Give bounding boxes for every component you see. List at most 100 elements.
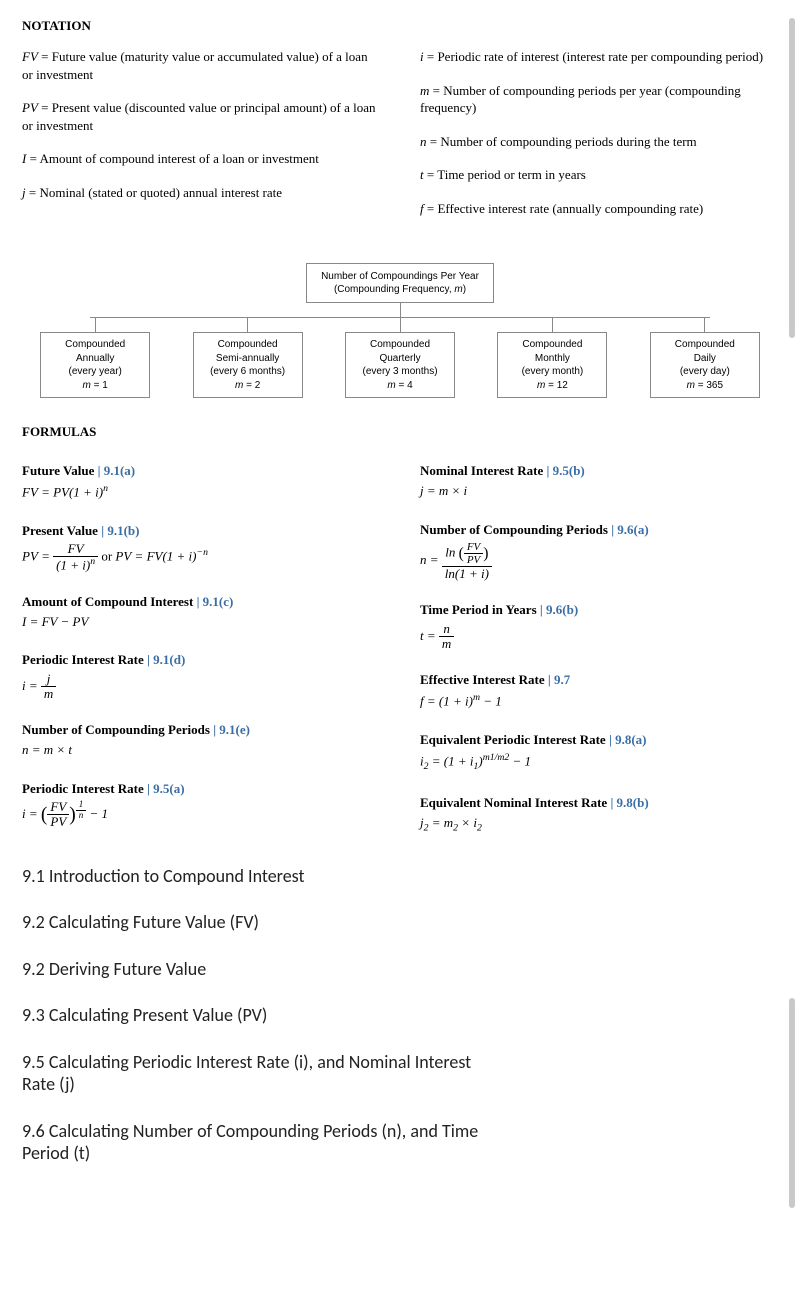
heading-formulas: FORMULAS — [22, 424, 778, 440]
chart-child: CompoundedAnnually(every year)m = 1 — [24, 318, 166, 398]
formula-ref: | 9.6(b) — [537, 602, 579, 617]
notation-desc: = Present value (discounted value or pri… — [22, 100, 376, 133]
formula-title: Amount of Compound Interest — [22, 594, 193, 609]
chart-child-box: CompoundedMonthly(every month)m = 12 — [497, 332, 607, 398]
notation-item: i = Periodic rate of interest (interest … — [420, 48, 778, 66]
notation-desc: = Periodic rate of interest (interest ra… — [424, 49, 763, 64]
formula-nominal-rate: Nominal Interest Rate | 9.5(b) j = m × i — [420, 462, 778, 500]
notation-item: PV = Present value (discounted value or … — [22, 99, 380, 134]
chart-child: CompoundedDaily(every day)m = 365 — [634, 318, 776, 398]
formula-ref: | 9.1(d) — [144, 652, 186, 667]
formula-title: Periodic Interest Rate — [22, 652, 144, 667]
heading-notation: NOTATION — [22, 18, 778, 34]
formula-compound-interest: Amount of Compound Interest | 9.1(c) I =… — [22, 593, 380, 631]
notation-item: n = Number of compounding periods during… — [420, 133, 778, 151]
formula-present-value: Present Value | 9.1(b) PV = FV(1 + i)n o… — [22, 522, 380, 573]
notation-right-col: i = Periodic rate of interest (interest … — [420, 48, 778, 233]
chart-child: CompoundedSemi-annually(every 6 months)m… — [176, 318, 318, 398]
chart-child: CompoundedQuarterly(every 3 months)m = 4 — [329, 318, 471, 398]
notation-desc: = Number of compounding periods per year… — [420, 83, 741, 116]
formulas-left-col: Future Value | 9.1(a) FV = PV(1 + i)n Pr… — [22, 462, 380, 855]
compounding-frequency-chart: Number of Compoundings Per Year (Compoun… — [22, 263, 778, 398]
formula-ref: | 9.1(e) — [210, 722, 250, 737]
notation-desc: = Number of compounding periods during t… — [427, 134, 697, 149]
notation-item: FV = Future value (maturity value or acc… — [22, 48, 380, 83]
formula-title: Effective Interest Rate — [420, 672, 545, 687]
chart-child-box: CompoundedQuarterly(every 3 months)m = 4 — [345, 332, 455, 398]
notation-symbol: PV — [22, 100, 38, 115]
chart-child: CompoundedMonthly(every month)m = 12 — [481, 318, 623, 398]
formula-ref: | 9.1(b) — [98, 523, 140, 538]
formulas-columns: Future Value | 9.1(a) FV = PV(1 + i)n Pr… — [22, 462, 778, 855]
formula-time-period: Time Period in Years | 9.6(b) t = nm — [420, 601, 778, 651]
formula-body: j = m × i — [420, 482, 778, 500]
formula-ref: | 9.8(a) — [606, 732, 647, 747]
notation-columns: FV = Future value (maturity value or acc… — [22, 48, 778, 233]
section-link[interactable]: 9.2 Deriving Future Value — [22, 958, 482, 981]
formula-title: Equivalent Periodic Interest Rate — [420, 732, 606, 747]
formula-title: Present Value — [22, 523, 98, 538]
section-links: 9.1 Introduction to Compound Interest 9.2… — [22, 865, 482, 1165]
section-link[interactable]: 9.6 Calculating Number of Compounding Pe… — [22, 1120, 482, 1165]
formula-ref: | 9.5(a) — [144, 781, 185, 796]
formula-ref: | 9.1(a) — [94, 463, 135, 478]
notation-desc: = Amount of compound interest of a loan … — [26, 151, 319, 166]
formula-body: i = (FVPV)1n − 1 — [22, 800, 380, 830]
formula-num-periods-96a: Number of Compounding Periods | 9.6(a) n… — [420, 521, 778, 582]
chart-root-line2: (Compounding Frequency, m) — [321, 283, 479, 296]
formula-body: n = ln (FVPV)ln(1 + i) — [420, 541, 778, 581]
notation-item: j = Nominal (stated or quoted) annual in… — [22, 184, 380, 202]
notation-item: f = Effective interest rate (annually co… — [420, 200, 778, 218]
notation-desc: = Nominal (stated or quoted) annual inte… — [26, 185, 282, 200]
formula-ref: | 9.8(b) — [607, 795, 649, 810]
formula-title: Periodic Interest Rate — [22, 781, 144, 796]
formula-body: I = FV − PV — [22, 613, 380, 631]
formula-body: j2 = m2 × i2 — [420, 814, 778, 835]
section-link[interactable]: 9.1 Introduction to Compound Interest — [22, 865, 482, 888]
formula-title: Number of Compounding Periods — [420, 522, 608, 537]
formula-body: f = (1 + i)m − 1 — [420, 691, 778, 711]
formula-ref: | 9.1(c) — [193, 594, 233, 609]
notation-item: m = Number of compounding periods per ye… — [420, 82, 778, 117]
scrollbar[interactable] — [789, 18, 795, 1207]
formula-periodic-rate: Periodic Interest Rate | 9.1(d) i = jm — [22, 651, 380, 701]
chart-child-box: CompoundedDaily(every day)m = 365 — [650, 332, 760, 398]
scrollbar-thumb[interactable] — [789, 998, 795, 1208]
formula-body: FV = PV(1 + i)n — [22, 482, 380, 502]
formula-ref: | 9.7 — [545, 672, 571, 687]
section-link[interactable]: 9.3 Calculating Present Value (PV) — [22, 1004, 482, 1027]
notation-left-col: FV = Future value (maturity value or acc… — [22, 48, 380, 233]
formula-title: Future Value — [22, 463, 94, 478]
notation-item: t = Time period or term in years — [420, 166, 778, 184]
scrollbar-thumb[interactable] — [789, 18, 795, 338]
notation-item: I = Amount of compound interest of a loa… — [22, 150, 380, 168]
formula-title: Time Period in Years — [420, 602, 537, 617]
formula-effective-rate: Effective Interest Rate | 9.7 f = (1 + i… — [420, 671, 778, 711]
formula-equiv-periodic: Equivalent Periodic Interest Rate | 9.8(… — [420, 731, 778, 774]
chart-child-box: CompoundedAnnually(every year)m = 1 — [40, 332, 150, 398]
formula-body: i = jm — [22, 672, 380, 702]
notation-desc: = Effective interest rate (annually comp… — [424, 201, 704, 216]
formula-body: PV = FV(1 + i)n or PV = FV(1 + i)−n — [22, 542, 380, 573]
formula-body: n = m × t — [22, 741, 380, 759]
notation-symbol: m — [420, 83, 429, 98]
formula-body: t = nm — [420, 622, 778, 652]
formula-title: Nominal Interest Rate — [420, 463, 543, 478]
section-link[interactable]: 9.2 Calculating Future Value (FV) — [22, 911, 482, 934]
section-link[interactable]: 9.5 Calculating Periodic Interest Rate (… — [22, 1051, 482, 1096]
formula-body: i2 = (1 + i1)m1/m2 − 1 — [420, 751, 778, 774]
formula-num-periods: Number of Compounding Periods | 9.1(e) n… — [22, 721, 380, 759]
formula-ref: | 9.5(b) — [543, 463, 585, 478]
formula-ref: | 9.6(a) — [608, 522, 649, 537]
chart-root-node: Number of Compoundings Per Year (Compoun… — [306, 263, 494, 303]
formula-title: Equivalent Nominal Interest Rate — [420, 795, 607, 810]
chart-child-box: CompoundedSemi-annually(every 6 months)m… — [193, 332, 303, 398]
formula-periodic-rate-95a: Periodic Interest Rate | 9.5(a) i = (FVP… — [22, 780, 380, 830]
formula-future-value: Future Value | 9.1(a) FV = PV(1 + i)n — [22, 462, 380, 502]
formula-title: Number of Compounding Periods — [22, 722, 210, 737]
chart-root-line1: Number of Compoundings Per Year — [321, 270, 479, 283]
notation-desc: = Future value (maturity value or accumu… — [22, 49, 368, 82]
notation-desc: = Time period or term in years — [424, 167, 586, 182]
notation-symbol: FV — [22, 49, 38, 64]
formulas-right-col: Nominal Interest Rate | 9.5(b) j = m × i… — [420, 462, 778, 855]
